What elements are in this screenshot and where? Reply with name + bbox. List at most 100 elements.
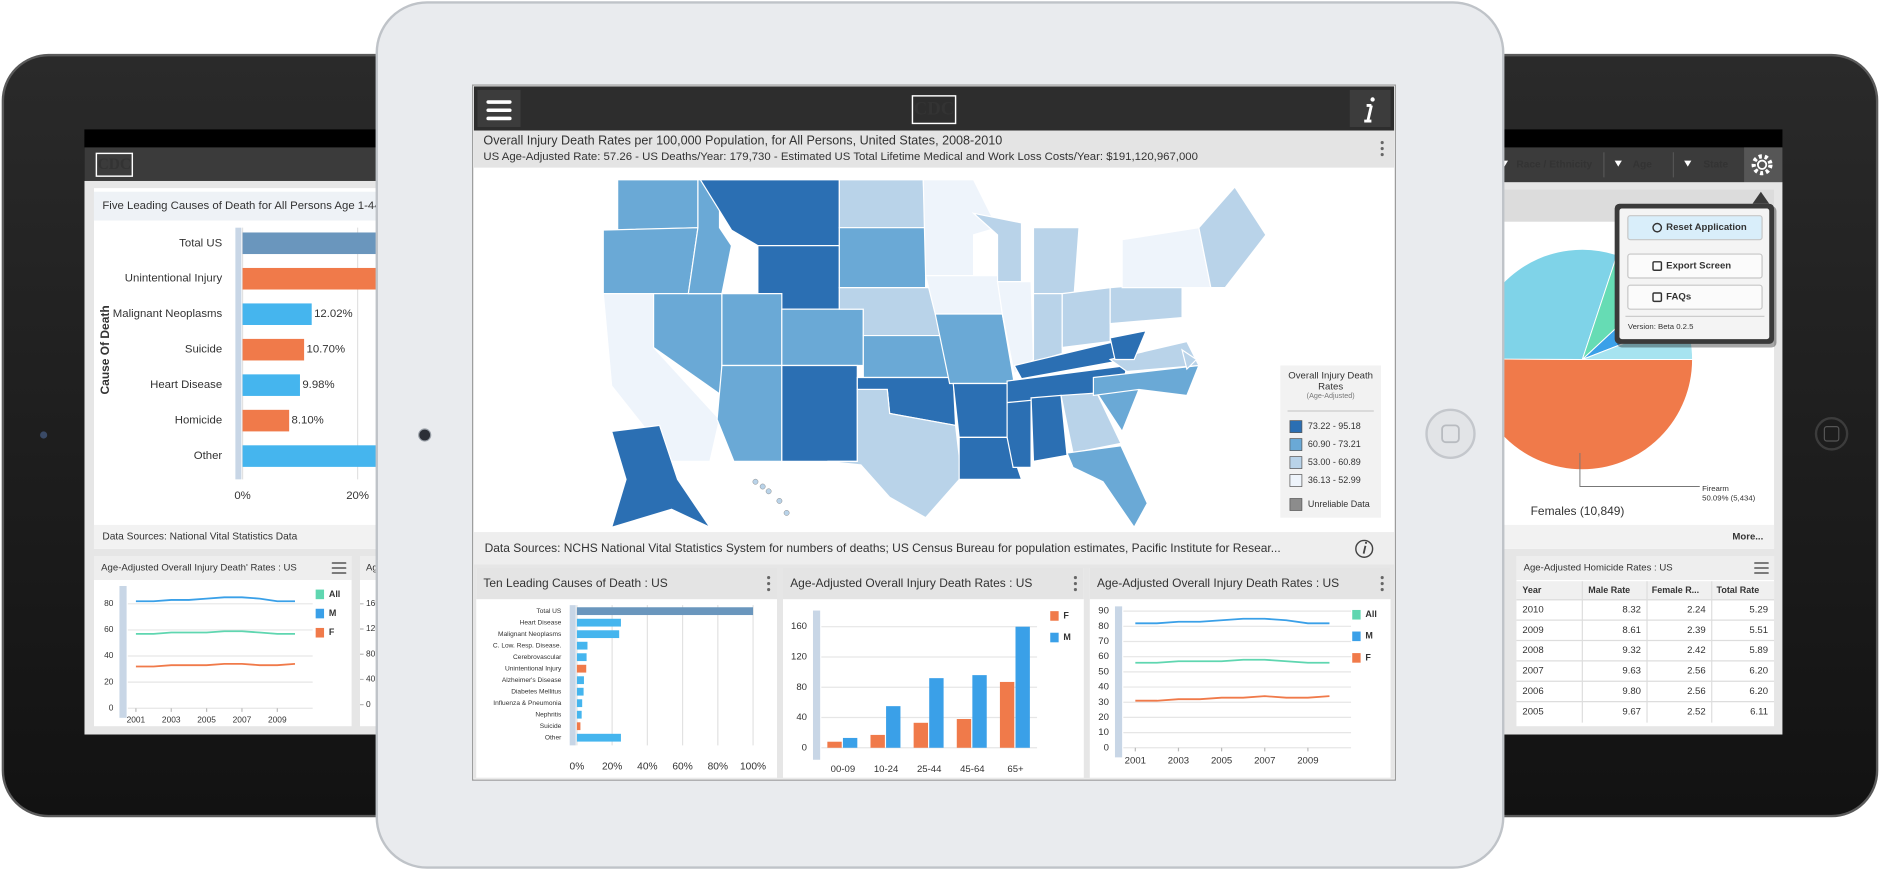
legend-label: 73.22 - 95.18 [1308,421,1361,431]
app-header [1502,147,1783,183]
category-label: Nephritis [535,711,562,718]
chart-title-bar [476,568,778,600]
filter-button[interactable]: Age [1614,159,1653,170]
y-tick-label: 30 [1098,697,1109,708]
dropdown-arrow [1684,160,1692,167]
menu-button[interactable] [331,562,347,574]
legend-label: 53.00 - 60.89 [1308,457,1361,467]
more-options[interactable] [1380,576,1384,592]
menu-button[interactable] [1754,562,1769,574]
menu-item-label: Export Screen [1666,261,1731,272]
logo: CDC [98,156,132,173]
chart-title-bar [783,568,1084,600]
menu-item-label: Reset Application [1666,222,1747,233]
x-tick-label: 2003 [1168,755,1189,766]
axis-strip [569,605,576,746]
pie-footer [1502,524,1775,549]
menu-icon [1652,292,1663,303]
y-tick-label: 40 [1098,682,1109,693]
map-region [1032,227,1080,295]
bar [242,409,290,432]
x-tick-label: 2009 [1297,755,1318,766]
column-header: Female R... [1652,585,1699,595]
x-tick-label: 2009 [268,714,287,724]
axis-strip [119,585,127,718]
dot [1073,582,1077,586]
filter-label: Age [1633,159,1653,170]
settings-button[interactable] [1744,147,1783,183]
chart-title: Five Leading Causes of Death for All Per… [102,200,391,212]
map-region [602,227,699,295]
bar [886,706,901,748]
filter-button[interactable]: State [1684,159,1729,170]
category-label: Homicide [175,415,222,427]
menu-button [1627,284,1763,310]
y-tick-label: 70 [1098,636,1109,647]
table-cell: 2.39 [1687,625,1706,636]
axis-strip [812,610,821,760]
partial-panel [360,556,380,727]
menu-pointer [1752,191,1770,204]
category-label: Heart Disease [520,619,562,626]
map-region [1032,292,1063,363]
more-options[interactable] [767,576,771,592]
pie-caption: Females (10,849) [1531,504,1625,518]
x-tick-label: 40% [637,762,657,773]
y-tick-label: 20 [1098,712,1109,723]
legend-swatch [1289,420,1303,433]
legend-label: Unreliable Data [1308,499,1370,509]
more-options[interactable] [1073,576,1077,592]
y-tick-label: 160 [791,621,807,632]
legend-swatch [1352,609,1361,620]
info-button[interactable] [1349,89,1391,128]
x-tick-label: 2007 [233,714,252,724]
table-cell: 8.61 [1622,625,1641,636]
dot [1380,141,1384,145]
bar [242,267,380,290]
map-island [783,510,790,516]
y-tick-label: 40 [104,650,114,660]
table-cell: 6.20 [1749,686,1768,697]
y-tick-label: 80 [796,682,807,693]
bar [242,303,312,325]
bar [242,445,380,467]
table-cell: 6.20 [1749,666,1768,677]
chart-title: Age-Adjusted Overall Injury Death Rates … [790,576,1032,590]
bar [576,710,582,719]
y-tick-label: 80 [1098,621,1109,632]
filter-label: State [1703,159,1728,170]
map-region [721,292,783,367]
legend-swatch [1352,631,1361,642]
y-tick-label: 80 [366,648,376,658]
menu-item[interactable]: Export Screen [1627,253,1763,279]
series-line [135,596,295,603]
y-tick-label: 120 [791,651,807,662]
table-cell: 5.89 [1749,645,1768,656]
map-region [716,364,783,462]
settings-gear [1751,154,1773,176]
x-tick-label: 45-64 [960,764,985,775]
map-legend-title: Overall Injury Death Rates [1288,370,1374,392]
table-cell: 8.32 [1622,604,1641,615]
bar [827,741,842,748]
logo-box [911,95,957,125]
legend-swatch [1289,498,1303,511]
menu-item[interactable]: Reset Application [1627,215,1763,241]
sources-info-button[interactable] [1355,539,1374,558]
menu-button[interactable] [486,100,512,121]
chart-title: Ag [366,563,378,574]
more-link[interactable]: More... [1732,531,1763,542]
legend-swatch [1352,653,1361,663]
more-options[interactable] [1380,141,1384,157]
category-label: Unintentional Injury [125,273,223,285]
trend-title-bar [93,556,352,580]
axis-strip [1114,606,1123,758]
legend-swatch [1289,456,1303,469]
bar [870,734,885,748]
bar [999,681,1015,748]
y-tick-label: 0 [109,702,114,712]
y-tick-label: 60 [1098,651,1109,662]
table-cell: 2.52 [1687,706,1706,717]
menu-item[interactable]: FAQs [1627,284,1763,310]
